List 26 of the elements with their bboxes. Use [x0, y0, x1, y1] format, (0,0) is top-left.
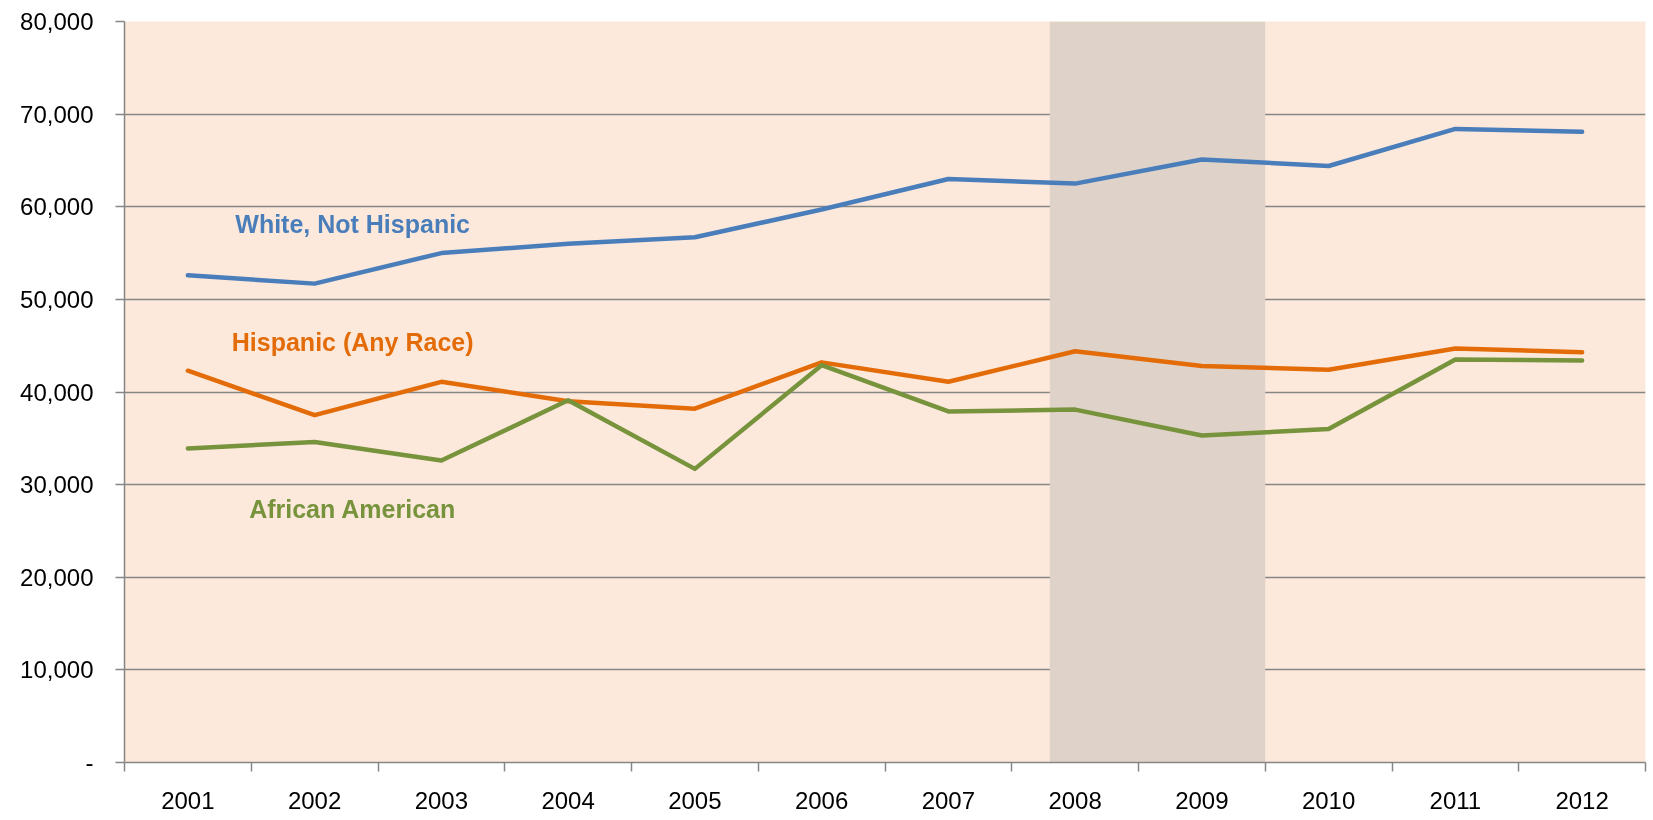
x-tick-label: 2009 [1175, 786, 1229, 814]
y-tick-label: 30,000 [20, 471, 94, 499]
series-label: White, Not Hispanic [235, 210, 471, 239]
x-tick-label: 2005 [668, 786, 722, 814]
y-tick-label: 10,000 [20, 656, 94, 684]
x-tick-label: 2002 [287, 786, 342, 814]
line-series [185, 126, 1585, 286]
x-tick-label: 2006 [794, 786, 849, 814]
x-tick-label: 2001 [161, 786, 215, 814]
y-tick-label: 50,000 [20, 285, 94, 313]
x-tick-label: 2011 [1429, 786, 1482, 814]
line-series [185, 357, 1585, 472]
y-tick-label: - [85, 749, 94, 776]
y-tick-label: 60,000 [20, 193, 94, 221]
x-tick-label: 2003 [414, 786, 469, 814]
y-tick-label: 40,000 [20, 378, 94, 406]
x-tick-label: 2012 [1555, 786, 1609, 814]
x-tick-label: 2010 [1301, 786, 1356, 814]
series-label: Hispanic (Any Race) [231, 327, 474, 356]
x-tick-label: 2008 [1048, 786, 1102, 814]
y-tick-label: 20,000 [20, 563, 94, 591]
x-tick-label: 2007 [921, 786, 976, 814]
x-tick-label: 2004 [541, 786, 595, 814]
series-label: African American [249, 494, 456, 523]
y-tick-label: 80,000 [20, 8, 94, 35]
y-tick-label: 70,000 [20, 100, 94, 128]
